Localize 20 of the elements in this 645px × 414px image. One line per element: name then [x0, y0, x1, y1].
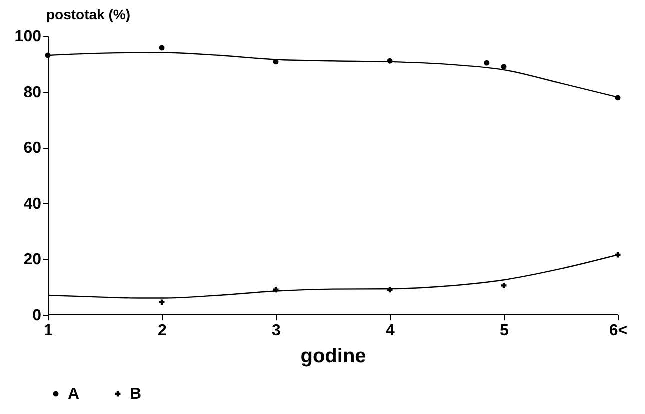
- y-tick-label: 60: [24, 140, 42, 158]
- y-tick-label: 100: [14, 28, 42, 46]
- x-tick-label: 3: [272, 322, 282, 340]
- y-axis-title: postotak (%): [46, 6, 130, 22]
- legend-label: A: [68, 386, 80, 403]
- y-tick-label: 80: [24, 84, 42, 102]
- y-tick-label: 40: [24, 196, 42, 213]
- x-axis-title: godine: [300, 346, 366, 368]
- x-tick-label: 4: [386, 322, 396, 340]
- x-tick-label: 1: [44, 322, 54, 340]
- legend-label: B: [130, 386, 142, 403]
- point: [501, 64, 507, 70]
- point: [501, 282, 507, 288]
- x-tick-label: 2: [158, 322, 168, 340]
- x-tick-label: 6<: [609, 322, 628, 340]
- x-tick-label: 5: [500, 322, 510, 340]
- y-tick-label: 20: [24, 252, 42, 269]
- point: [159, 45, 165, 51]
- point: [484, 60, 490, 66]
- y-tick-label: 0: [32, 308, 42, 324]
